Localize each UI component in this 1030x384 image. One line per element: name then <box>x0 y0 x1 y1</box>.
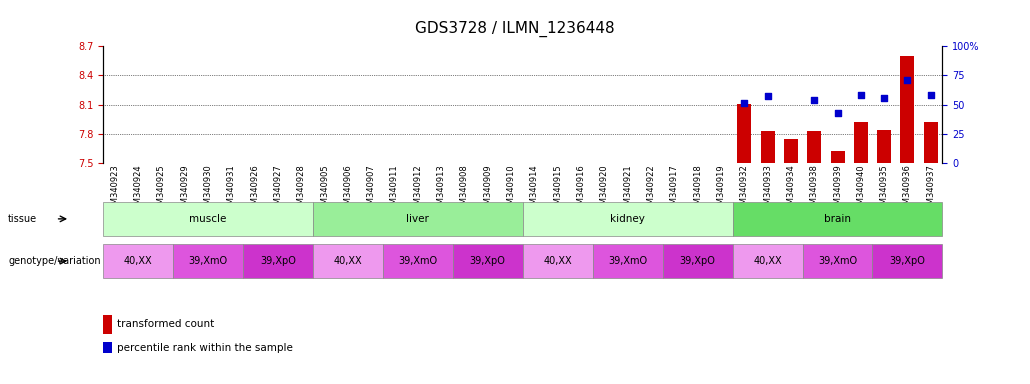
Text: transformed count: transformed count <box>117 319 214 329</box>
Bar <box>808 131 821 163</box>
Text: GDS3728 / ILMN_1236448: GDS3728 / ILMN_1236448 <box>415 21 615 37</box>
Point <box>876 94 892 101</box>
Bar <box>737 104 751 163</box>
Point <box>923 92 939 98</box>
Point <box>853 92 869 98</box>
Text: tissue: tissue <box>8 214 37 224</box>
Text: 39,XpO: 39,XpO <box>890 256 925 266</box>
Text: 39,XmO: 39,XmO <box>608 256 647 266</box>
Text: 39,XmO: 39,XmO <box>188 256 228 266</box>
Bar <box>854 122 868 163</box>
Bar <box>924 122 937 163</box>
Bar <box>900 56 915 163</box>
Text: 39,XpO: 39,XpO <box>470 256 506 266</box>
Text: 40,XX: 40,XX <box>753 256 782 266</box>
Bar <box>878 130 891 163</box>
Text: brain: brain <box>824 214 851 224</box>
Text: percentile rank within the sample: percentile rank within the sample <box>117 343 294 353</box>
Point <box>899 77 916 83</box>
Text: 39,XpO: 39,XpO <box>680 256 716 266</box>
Text: muscle: muscle <box>190 214 227 224</box>
Point <box>759 93 776 99</box>
Text: 39,XpO: 39,XpO <box>260 256 296 266</box>
Bar <box>784 139 798 163</box>
Text: 39,XmO: 39,XmO <box>818 256 857 266</box>
Text: 40,XX: 40,XX <box>544 256 572 266</box>
Point <box>805 97 822 103</box>
Text: 40,XX: 40,XX <box>334 256 363 266</box>
Text: 40,XX: 40,XX <box>124 256 152 266</box>
Text: liver: liver <box>407 214 430 224</box>
Text: kidney: kidney <box>610 214 645 224</box>
Point <box>829 110 846 116</box>
Bar <box>830 151 845 163</box>
Text: 39,XmO: 39,XmO <box>399 256 438 266</box>
Bar <box>760 131 775 163</box>
Text: genotype/variation: genotype/variation <box>8 256 101 266</box>
Point <box>736 100 753 106</box>
